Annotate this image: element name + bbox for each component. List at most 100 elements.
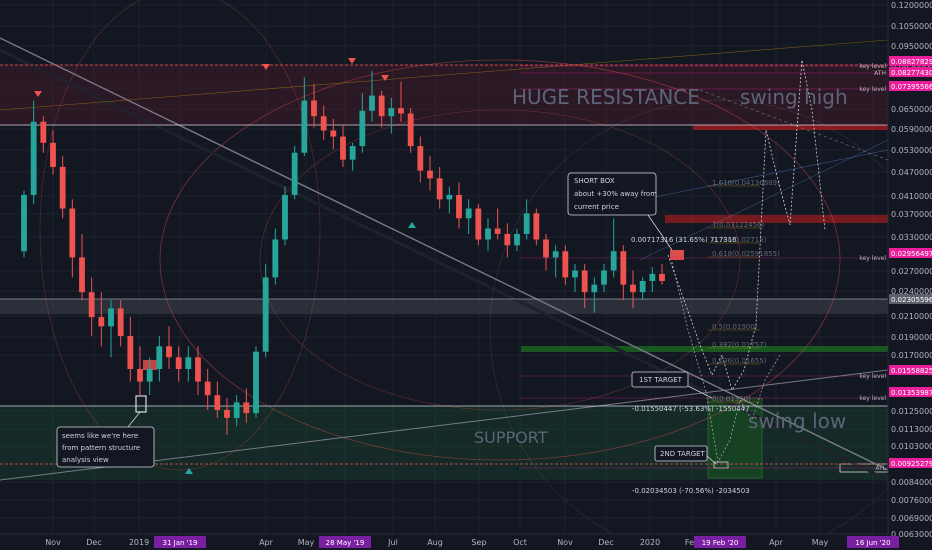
candle-body [30,121,37,195]
candle-body [88,292,95,318]
price-tag [889,365,932,375]
candle-body [349,146,356,160]
elliptic-arc [159,59,841,461]
fan-line [639,139,889,261]
time-tick-label: Oct [513,538,527,547]
candle-body [494,228,501,234]
candle-body [262,277,269,352]
upper-channel-line [0,39,889,111]
elliptic-arc [39,0,321,471]
price-tag-label: 0.01558825 [891,367,932,375]
time-tick-label: Sep [471,538,486,547]
price-tag [889,81,932,91]
candle-body [195,357,201,382]
elliptic-arc [259,109,741,411]
candle-body [301,100,308,153]
key-level-label: ATL [875,465,886,472]
candle-body [272,239,279,278]
up-arrow-marker [185,468,193,474]
target-box [707,397,763,479]
candle-body [127,335,134,369]
candle-body [620,251,627,285]
short-box-line-1: SHORT BOX [574,177,615,185]
down-arrow-marker [262,64,270,70]
target1-measure: -0.01550447 (-53.63%) -1550447 [632,405,750,413]
candle-body [21,194,27,252]
candle-body [601,270,607,285]
candle-body [388,108,395,117]
candle-body [485,228,491,240]
date-tag-label: 16 Jun '20 [855,539,890,547]
date-tag [847,536,899,548]
grid-lines [0,0,888,535]
elliptic-arc [489,99,932,550]
pattern-note-line-1: seems like we're here [62,432,138,440]
time-tick-label: May [812,538,829,547]
short-box-measure: 0.00717316 (31.65%) 717316 [631,236,737,244]
candle-body [59,166,66,209]
candle-body [253,351,259,414]
candle-body [175,357,182,369]
current-price-band [0,299,888,314]
fib-label: 0.382(0.01757) [712,341,767,349]
key-level-label: key level [859,63,886,70]
candle-body [233,402,240,418]
short-entry-marker [670,250,684,260]
swing-high-label: swing high [740,85,848,109]
candle-body [204,381,211,396]
price-tag [889,67,932,77]
candle-body [465,208,472,219]
candle-body [79,257,85,293]
candle-body [427,170,433,179]
candle-body [98,317,105,327]
first-target-note: 1ST TARGET [631,371,713,399]
time-tick-label: Feb [685,538,699,547]
fib-levels: 1.618(0.04136889) 1(0.03122456) 0.786(0.02… [708,179,780,403]
pattern-note-line-3: analysis view [62,456,109,464]
candle-body [108,308,114,327]
candle-body [581,270,588,293]
time-tick-label: 2020 [640,538,660,547]
short-box-line-3: current price [574,203,619,211]
key-level-label: ATH [874,70,886,77]
time-axis: Nov Dec 2019 31 Jan '19 Apr May 28 May '19 Jul A… [45,536,899,548]
key-level-label: key level [859,86,886,93]
candle-body [436,178,443,200]
candle-body [340,136,346,160]
date-tag-label: 31 Jan '19 [163,539,198,547]
short-box-line-2: about +30% away from [574,190,657,198]
time-tick-label: Jul [387,538,398,547]
huge-resistance-label: HUGE RESISTANCE [512,85,700,109]
time-tick-label: Apr [769,538,784,547]
second-target-text: 2ND TARGET [660,450,706,458]
candle-body [610,251,617,271]
price-tag-label: 0.01353987 [891,389,932,397]
down-arrow-marker [348,58,356,64]
candle-body [504,233,511,246]
candle-body [146,368,153,382]
swing-high-projection [667,59,826,391]
second-target-note: 2ND TARGET [654,445,717,465]
candle-body [40,121,47,143]
key-level-label: key level [859,373,886,380]
candle-body [639,280,646,293]
time-tick-label: Nov [45,538,61,547]
pattern-note: seems like we're here from pattern struc… [56,395,155,468]
price-tag [889,458,932,468]
price-tag [889,387,932,397]
pattern-note-line-2: from pattern structure [62,444,140,452]
time-tick-label: Nov [557,538,573,547]
